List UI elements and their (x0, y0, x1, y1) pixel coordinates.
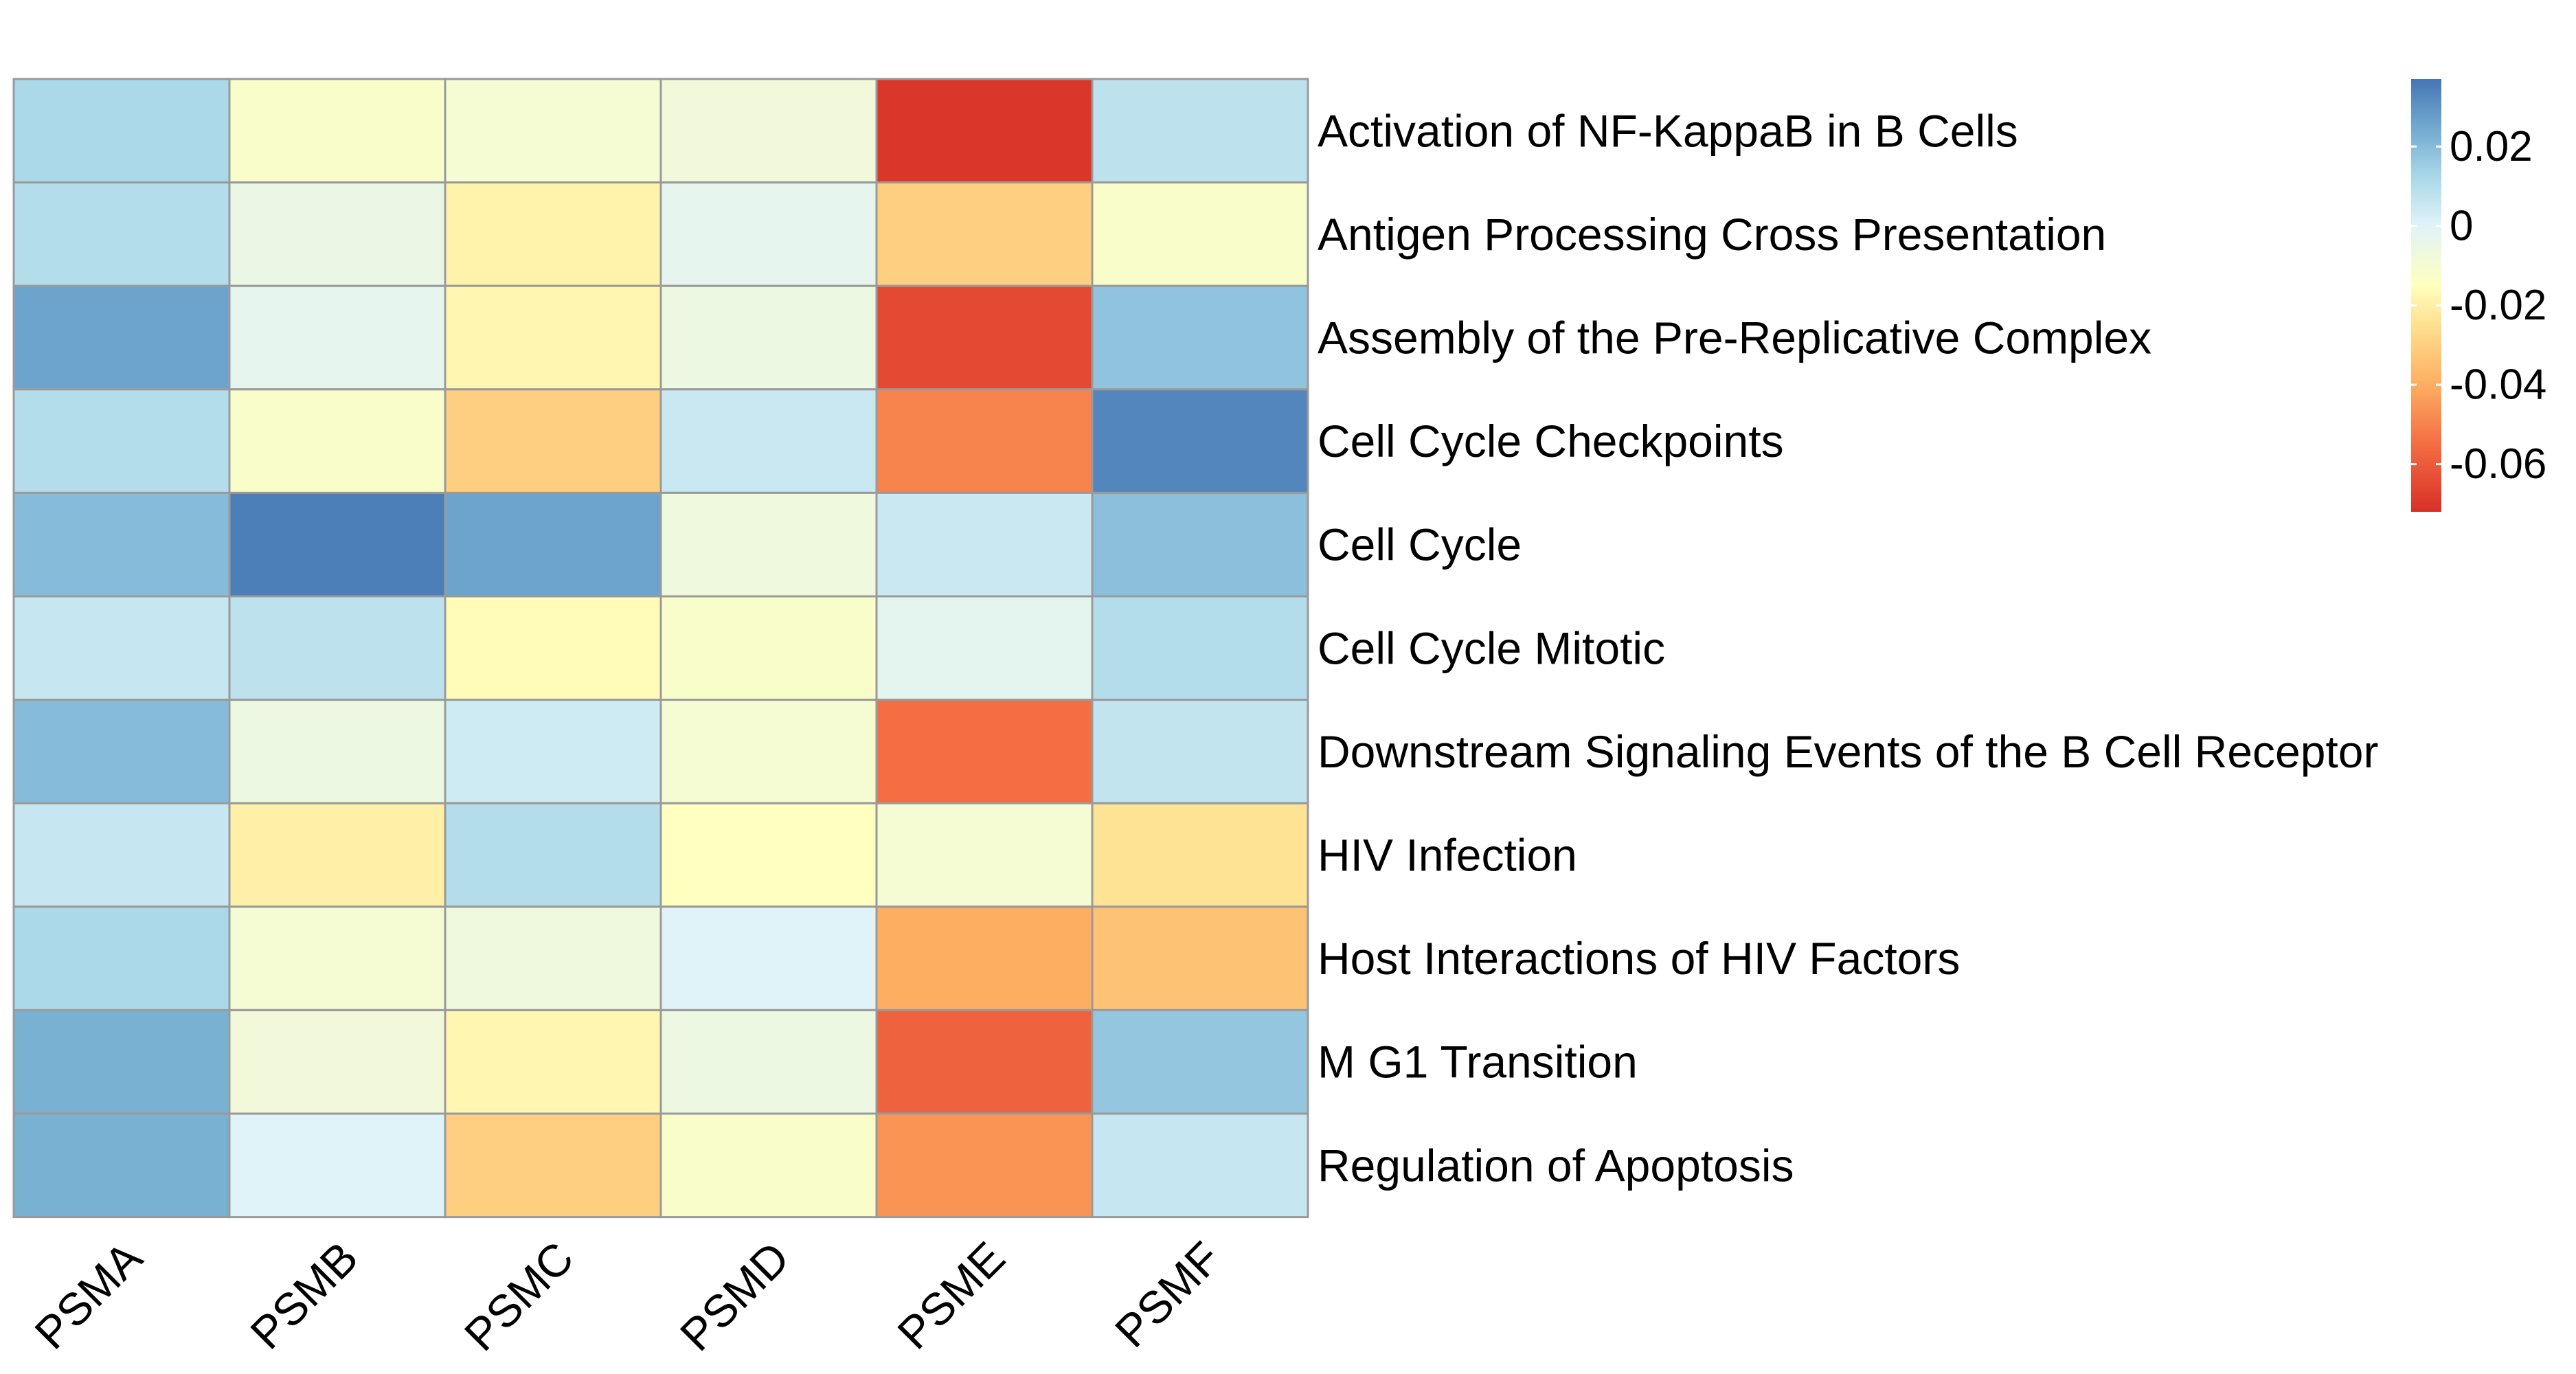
heatmap-cell (659, 1009, 878, 1115)
heatmap-cell (1091, 181, 1309, 287)
heatmap-cell (228, 388, 447, 494)
heatmap-cell (12, 1112, 231, 1219)
heatmap-cell (875, 1112, 1094, 1219)
heatmap-cell (875, 491, 1094, 598)
legend-ticks: 0.02 0 -0.02 -0.04 -0.06 (2411, 123, 2546, 488)
legend-tick-label: -0.06 (2450, 440, 2546, 488)
heatmap-cell (228, 491, 447, 598)
heatmap-cell (12, 284, 231, 391)
heatmap-cell (444, 284, 662, 391)
column-labels: PSMA PSMB PSMC PSMD PSME PSMF (25, 1232, 1230, 1360)
heatmap-cell (12, 181, 231, 287)
heatmap-cell (1091, 595, 1309, 701)
legend-color-bar (2411, 79, 2441, 512)
heatmap-cell (1091, 388, 1309, 494)
heatmap-cell (875, 905, 1094, 1011)
heatmap-cell (228, 595, 447, 701)
heatmap-cell (875, 78, 1094, 184)
heatmap-cell (12, 802, 231, 908)
heatmap-cell (12, 491, 231, 598)
heatmap-cell (1091, 699, 1309, 804)
heatmap-cell (444, 905, 662, 1011)
heatmap-cells (12, 78, 1309, 1219)
row-label: Antigen Processing Cross Presentation (1318, 209, 2106, 260)
heatmap-cell (12, 388, 231, 494)
heatmap-cell (659, 491, 878, 598)
column-label: PSMC (455, 1232, 583, 1360)
legend-tick-label: 0 (2450, 202, 2473, 249)
heatmap-cell (875, 595, 1094, 701)
row-label: Regulation of Apoptosis (1318, 1140, 1794, 1191)
legend-tick-label: -0.04 (2450, 361, 2546, 409)
column-label: PSMA (25, 1232, 152, 1359)
heatmap-cell (12, 905, 231, 1011)
row-label: HIV Infection (1318, 830, 1577, 881)
legend-tick-label: 0.02 (2450, 123, 2533, 170)
row-labels: Activation of NF-KappaB in B Cells Antige… (1318, 105, 2378, 1191)
heatmap-cell (875, 699, 1094, 804)
row-label: Downstream Signaling Events of the B Cel… (1318, 726, 2378, 777)
heatmap-cell (659, 595, 878, 701)
heatmap-cell (228, 1009, 447, 1115)
heatmap-cell (228, 1112, 447, 1219)
column-label: PSMD (670, 1232, 799, 1360)
heatmap-cell (1091, 1009, 1309, 1115)
heatmap-cell (12, 1009, 231, 1115)
column-label: PSMB (240, 1232, 368, 1359)
heatmap-cell (12, 595, 231, 701)
row-label: Assembly of the Pre-Replicative Complex (1318, 313, 2151, 363)
heatmap-cell (1091, 284, 1309, 391)
heatmap-cell (1091, 491, 1309, 598)
row-label: Cell Cycle Mitotic (1318, 622, 1665, 673)
heatmap-cell (228, 181, 447, 287)
heatmap-cell (659, 388, 878, 494)
heatmap-cell (659, 1112, 878, 1219)
heatmap-cell (875, 388, 1094, 494)
heatmap-cell (1091, 1112, 1309, 1219)
heatmap-cell (1091, 802, 1309, 908)
heatmap-cell (1091, 78, 1309, 184)
heatmap-cell (228, 699, 447, 804)
legend-tick-label: -0.02 (2450, 282, 2546, 329)
heatmap-cell (444, 699, 662, 804)
column-label: PSME (888, 1232, 1015, 1359)
column-label: PSMF (1105, 1232, 1230, 1357)
heatmap-cell (12, 78, 231, 184)
row-label: Cell Cycle Checkpoints (1318, 416, 1784, 466)
heatmap-cell (444, 1009, 662, 1115)
heatmap-cell (12, 699, 231, 804)
heatmap-cell (659, 181, 878, 287)
heatmap-cell (444, 491, 662, 598)
row-label: Activation of NF-KappaB in B Cells (1318, 105, 2018, 156)
row-label: M G1 Transition (1318, 1037, 1638, 1088)
color-legend: 0.02 0 -0.02 -0.04 -0.06 (2411, 79, 2546, 512)
heatmap-cell (444, 1112, 662, 1219)
heatmap-cell (228, 78, 447, 184)
heatmap-cell (444, 802, 662, 908)
heatmap-cell (444, 595, 662, 701)
heatmap-cell (228, 802, 447, 908)
heatmap-cell (228, 905, 447, 1011)
heatmap-cell (659, 78, 878, 184)
heatmap-cell (444, 181, 662, 287)
heatmap-cell (659, 699, 878, 804)
heatmap-cell (228, 284, 447, 391)
heatmap-cell (875, 802, 1094, 908)
heatmap-cell (659, 905, 878, 1011)
heatmap-cell (659, 284, 878, 391)
row-label: Cell Cycle (1318, 519, 1522, 570)
heatmap-cell (1091, 905, 1309, 1011)
heatmap-cell (659, 802, 878, 908)
row-label: Host Interactions of HIV Factors (1318, 933, 1960, 984)
heatmap-cell (875, 1009, 1094, 1115)
heatmap-cell (444, 78, 662, 184)
heatmap-cell (444, 388, 662, 494)
heatmap-cell (875, 181, 1094, 287)
heatmap-cell (875, 284, 1094, 391)
